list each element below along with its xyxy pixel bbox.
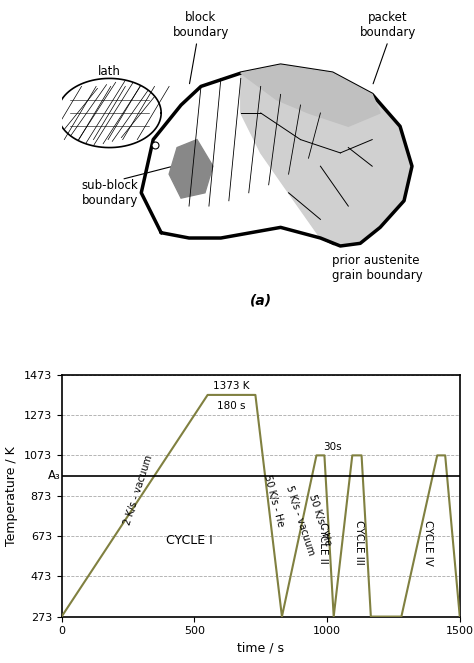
Text: 5 K/s - vacuum: 5 K/s - vacuum (284, 484, 317, 557)
Text: (a): (a) (250, 294, 272, 308)
X-axis label: time / s: time / s (237, 642, 284, 655)
Polygon shape (169, 140, 213, 198)
Text: 2 K/s - vacuum: 2 K/s - vacuum (123, 454, 155, 526)
Text: lath: lath (98, 66, 121, 78)
Text: A₃: A₃ (47, 469, 60, 482)
Y-axis label: Temperature / K: Temperature / K (5, 446, 18, 546)
Polygon shape (241, 65, 380, 126)
Text: packet
boundary: packet boundary (360, 11, 416, 38)
Text: prior austenite
grain boundary: prior austenite grain boundary (332, 254, 423, 282)
Text: CYCLE III: CYCLE III (354, 520, 364, 565)
Polygon shape (241, 65, 412, 246)
Text: CYCLE IV: CYCLE IV (423, 520, 433, 566)
Circle shape (58, 78, 161, 148)
Text: CYCLE II: CYCLE II (318, 522, 328, 564)
Text: 50 K/s - He: 50 K/s - He (262, 473, 286, 527)
Text: 180 s: 180 s (217, 400, 246, 410)
Text: 30s: 30s (323, 442, 342, 452)
Text: block
boundary: block boundary (173, 11, 229, 38)
Text: 50 K/s - He: 50 K/s - He (308, 493, 333, 548)
Text: sub-block
boundary: sub-block boundary (82, 180, 138, 208)
Text: 1373 K: 1373 K (213, 381, 250, 391)
Text: CYCLE I: CYCLE I (165, 534, 212, 547)
